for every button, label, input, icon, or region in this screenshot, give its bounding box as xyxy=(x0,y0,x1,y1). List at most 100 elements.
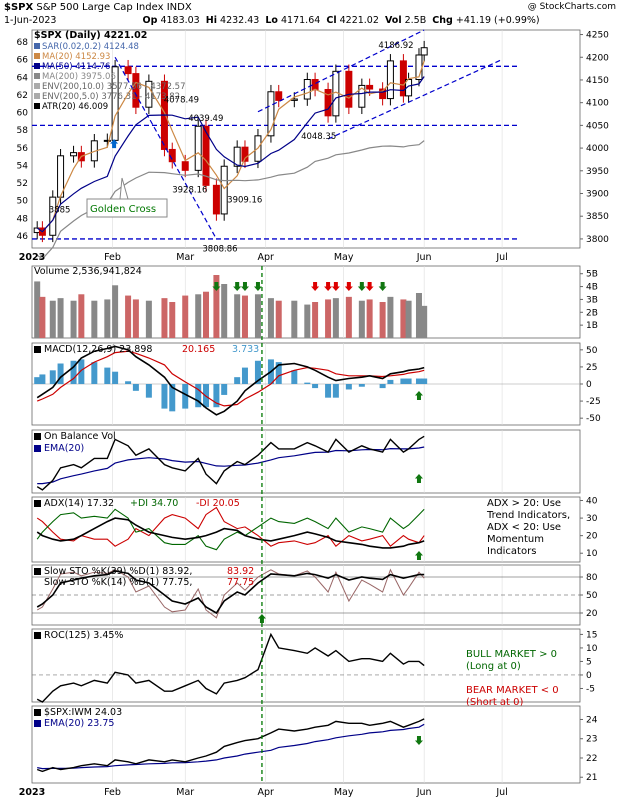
volume-bar xyxy=(415,293,422,338)
macd-histogram-bar xyxy=(125,381,132,384)
volume-signal-arrow xyxy=(324,282,333,291)
macd-histogram-bar xyxy=(161,384,168,409)
roc-panel xyxy=(31,628,581,703)
stochastic-axis-tick-label: 20 xyxy=(586,609,598,619)
ratio-axis-tick-label: 24 xyxy=(586,715,598,725)
legend-swatch xyxy=(34,445,41,452)
volume-bar xyxy=(112,285,119,338)
volume-axis-tick-label: 1B xyxy=(586,321,598,331)
adx-axis-tick-label: 40 xyxy=(586,497,598,507)
legend-swatch xyxy=(34,709,41,716)
obv-buy-arrow xyxy=(414,474,423,483)
price-axis-tick-label: 4000 xyxy=(586,144,609,154)
volume-signal-arrow xyxy=(212,282,221,291)
candle-body xyxy=(399,60,407,97)
candle-body xyxy=(420,47,428,56)
adx-panel xyxy=(31,496,581,563)
roc-axis-tick-label: 0 xyxy=(586,671,592,681)
candle-body xyxy=(366,84,374,90)
price-legend-label: ENV(200,5.0) 3776.31 - 4173.82 xyxy=(42,92,180,102)
price-legend-label: ENV(200,10.0) 3577.56 - 4372.57 xyxy=(42,82,186,92)
macd-buy-arrow xyxy=(414,391,423,400)
volume-bar xyxy=(325,299,332,338)
open-label: Op xyxy=(142,15,158,26)
volume-axis-tick-label: 2B xyxy=(586,308,598,318)
downtrend-line xyxy=(114,56,217,240)
volume-bar xyxy=(78,294,85,338)
candle-body xyxy=(386,60,394,100)
macd-legend-label: MACD(12,26,9) 23.898 xyxy=(44,344,152,355)
volume-axis-tick-label: 4B xyxy=(586,283,598,293)
volume-bar xyxy=(234,294,241,338)
credit: @ StockCharts.com xyxy=(527,2,616,12)
upper-channel-line xyxy=(257,29,425,113)
volume-bar xyxy=(104,299,111,338)
candle-body xyxy=(241,146,249,162)
stoch-legend-value: 77.75 xyxy=(227,577,254,588)
price-x-tick-label: Jun xyxy=(416,252,432,263)
high-label: Hi xyxy=(205,15,217,26)
candle-body xyxy=(311,79,319,90)
roc-axis-tick-label: 5 xyxy=(586,657,592,667)
candle-body xyxy=(194,125,202,171)
volume-bar xyxy=(254,294,261,338)
macd-histogram-bar xyxy=(104,367,111,384)
volume-bar xyxy=(132,299,139,338)
atr-tick-label: 66 xyxy=(17,56,29,66)
macd-histogram-bar xyxy=(91,362,98,384)
volume-axis-tick-label: 3B xyxy=(586,295,598,305)
bottom-x-tick-label: Jun xyxy=(416,787,432,798)
legend-swatch xyxy=(34,632,41,639)
adx-note: ADX < 20: Use xyxy=(487,522,561,533)
price-annotation: 3909.16 xyxy=(227,196,262,206)
roc-note: BULL MARKET > 0 xyxy=(466,649,557,660)
volume-bar xyxy=(387,296,394,338)
macd-histogram-bar xyxy=(169,384,176,412)
volume-bar xyxy=(241,295,248,338)
price-axis-tick-label: 4050 xyxy=(586,121,609,131)
adx-axis-tick-label: 10 xyxy=(586,549,598,559)
candle-body xyxy=(212,184,220,215)
volume-bar xyxy=(70,300,77,338)
price-legend-label: MA(50) 4114.76 xyxy=(42,62,110,72)
atr-tick-label: 46 xyxy=(17,232,29,242)
macd-histogram-bar xyxy=(387,379,394,384)
bottom-x-tick-label: Jul xyxy=(495,787,507,798)
macd-histogram-bar xyxy=(182,384,189,409)
adx-note: Trend Indicators, xyxy=(486,510,570,521)
price-legend-label: MA(200) 3975.06 xyxy=(42,72,116,82)
candle-body xyxy=(275,91,283,101)
candle-body xyxy=(379,88,387,100)
macd-histogram-bar xyxy=(358,384,365,387)
volume-axis-tick-label: 5B xyxy=(586,270,598,280)
volume-signal-arrow xyxy=(357,282,366,291)
minus-di-line xyxy=(36,506,425,547)
macd-histogram-bar xyxy=(304,382,311,384)
plus-di-line xyxy=(36,508,425,551)
price-axis-tick-label: 4200 xyxy=(586,53,609,63)
price-annotation: 3808.86 xyxy=(202,245,237,255)
legend-swatch xyxy=(34,346,41,353)
legend-swatch xyxy=(34,568,41,575)
header-line-2: 1-Jun-2023 Op 4183.03 Hi 4232.43 Lo 4171… xyxy=(4,15,540,26)
volume-bar xyxy=(203,291,210,338)
price-axis-tick-label: 3950 xyxy=(586,167,609,177)
stoch14-line xyxy=(36,568,425,619)
roc-line xyxy=(36,632,425,703)
candle-body xyxy=(70,152,78,157)
date: 1-Jun-2023 xyxy=(4,15,57,26)
roc-axis-tick-label: -5 xyxy=(586,684,595,694)
candle-body xyxy=(49,196,57,236)
legend-swatch xyxy=(34,103,40,109)
candle-body xyxy=(303,79,311,100)
atr-tick-label: 62 xyxy=(17,91,28,101)
obv-title: On Balance Vol xyxy=(44,431,116,442)
low-label: Lo xyxy=(265,15,278,26)
macd-line xyxy=(36,345,425,416)
atr-tick-label: 54 xyxy=(17,161,29,171)
macd-axis-tick-label: 50 xyxy=(586,346,598,356)
macd-histogram-bar xyxy=(415,378,422,384)
adx-buy-arrow xyxy=(414,551,423,560)
macd-histogram-bar xyxy=(325,384,332,398)
